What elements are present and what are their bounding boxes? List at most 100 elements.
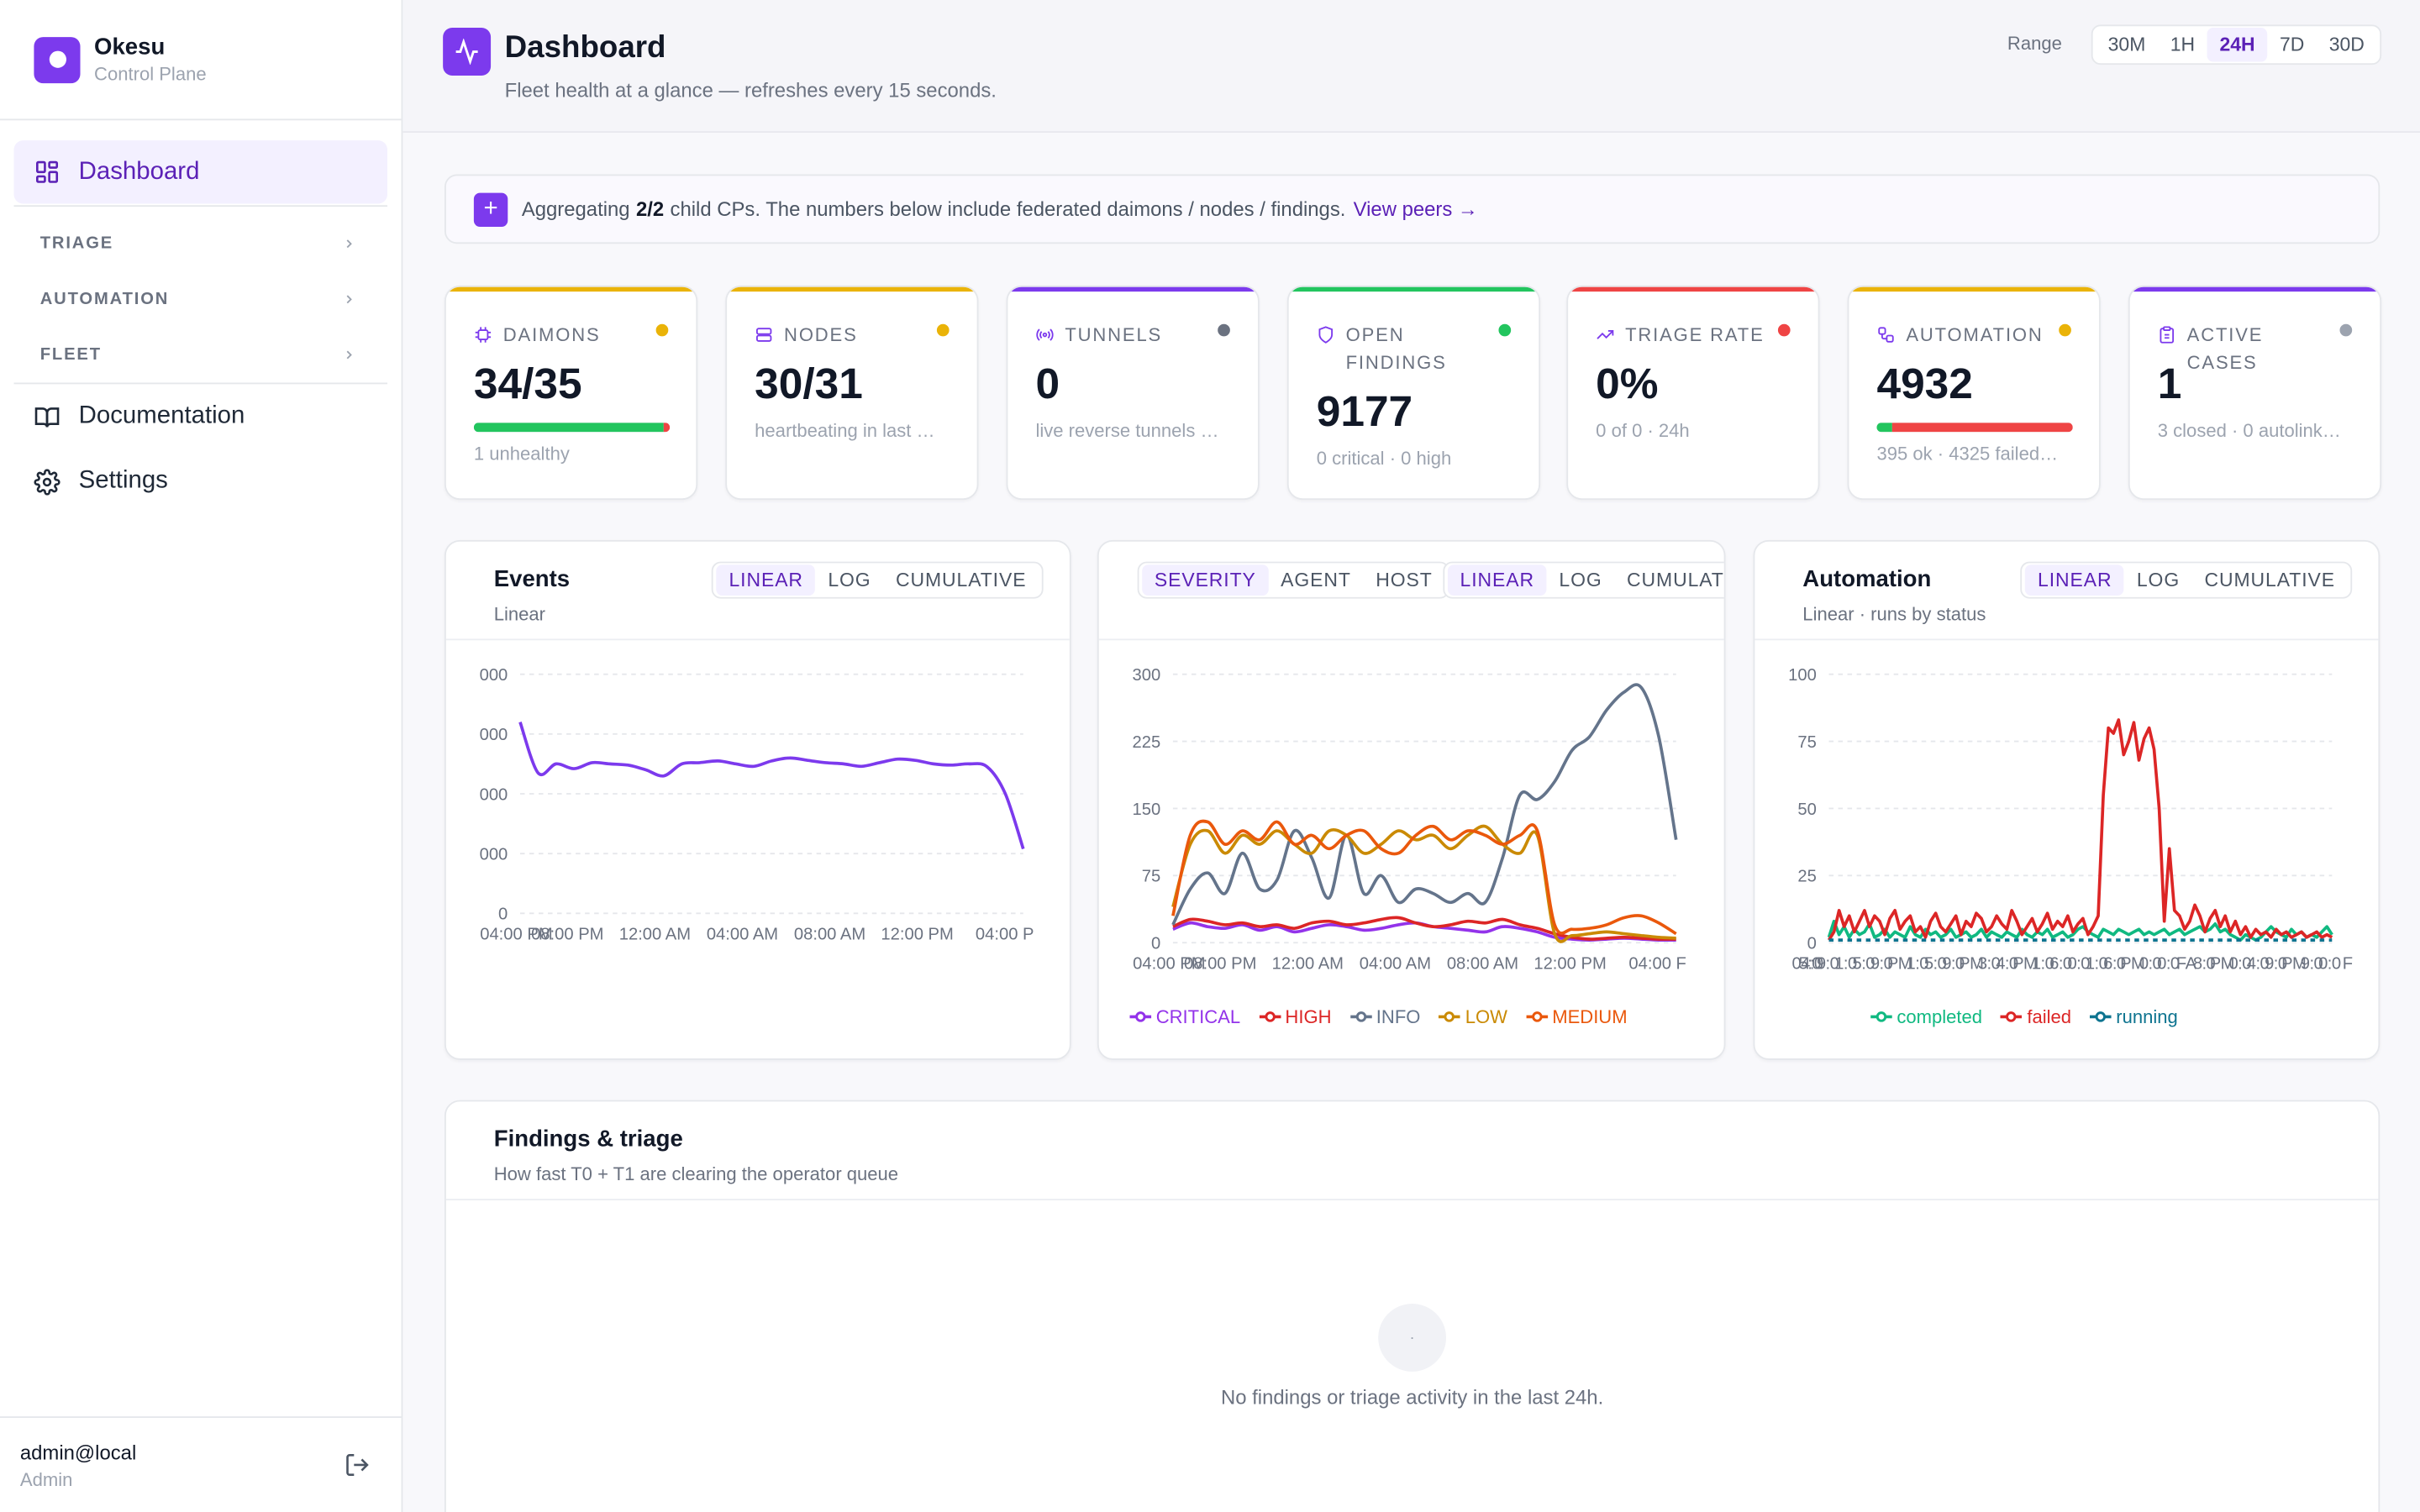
y-tick-label: 50 bbox=[1797, 801, 1816, 819]
scale-linear-button[interactable]: LINEAR bbox=[716, 564, 816, 596]
card-accent bbox=[1849, 286, 2099, 292]
status-dot bbox=[2339, 323, 2353, 337]
legend-marker-icon bbox=[1259, 1011, 1281, 1022]
legend-label: INFO bbox=[1376, 1005, 1421, 1028]
x-tick-label: 1:0 bbox=[2086, 954, 2108, 973]
automation-scale-toggle: LINEAR LOG CUMULATIVE bbox=[2020, 561, 2353, 599]
y-tick-label: 0 bbox=[498, 906, 508, 924]
legend-item-completed[interactable]: completed bbox=[1870, 1006, 1982, 1027]
legend-item-high[interactable]: HIGH bbox=[1259, 1006, 1332, 1027]
status-dot bbox=[655, 323, 669, 337]
banner-count: 2/2 bbox=[635, 197, 665, 221]
section-label: FLEET bbox=[39, 345, 102, 365]
sidebar-item-documentation[interactable]: Documentation bbox=[0, 384, 402, 449]
card-progress-bar bbox=[473, 423, 671, 433]
chevron-right-icon bbox=[346, 295, 352, 304]
sidebar-section-triage[interactable]: TRIAGE bbox=[0, 216, 402, 271]
card-sub: 0 of 0 · 24h bbox=[1596, 419, 1690, 442]
scale-cumulative-button[interactable]: CUMULATIVE bbox=[895, 569, 1027, 591]
sidebar-section-automation[interactable]: AUTOMATION bbox=[0, 271, 402, 327]
scale-linear-button[interactable]: LINEAR bbox=[1447, 564, 1547, 596]
group-agent-button[interactable]: AGENT bbox=[1281, 569, 1351, 591]
card-accent bbox=[1568, 286, 1818, 292]
card-sub: 1 unhealthy bbox=[473, 443, 570, 465]
range-7d-button[interactable]: 7D bbox=[2280, 34, 2305, 56]
range-30d-button[interactable]: 30D bbox=[2328, 34, 2365, 56]
range-24h-button[interactable]: 24H bbox=[2207, 28, 2268, 62]
range-30m-button[interactable]: 30M bbox=[2107, 34, 2146, 56]
status-dot bbox=[1777, 323, 1791, 337]
x-tick-label: 04:00 F bbox=[1628, 954, 1686, 973]
sidebar-item-settings[interactable]: Settings bbox=[0, 449, 402, 513]
card-label: TUNNELS bbox=[1035, 321, 1218, 349]
stat-card-daimons[interactable]: DAIMONS 34/35 1 unhealthy bbox=[444, 285, 698, 501]
card-label: TRIAGE RATE bbox=[1596, 321, 1778, 349]
x-tick-label: 6:0 bbox=[2049, 954, 2072, 973]
group-by-toggle: SEVERITY AGENT HOST bbox=[1137, 561, 1449, 599]
x-tick-label: 12:00 PM bbox=[1534, 954, 1606, 973]
legend-item-info[interactable]: INFO bbox=[1349, 1005, 1421, 1028]
findings-triage-title: Findings & triage bbox=[493, 1126, 683, 1153]
y-tick-label: 25 bbox=[1797, 868, 1816, 886]
x-tick-label: PM bbox=[2012, 954, 2037, 973]
x-tick-label: 12:00 PM bbox=[881, 926, 953, 944]
legend-item-failed[interactable]: failed bbox=[2001, 1005, 2072, 1028]
x-tick-label: 5:0 bbox=[1853, 954, 1876, 973]
legend-item-running[interactable]: running bbox=[2090, 1006, 2178, 1027]
events-panel: Events Linear LINEAR LOG CUMULATIVE 0 000… bbox=[444, 539, 1071, 1060]
x-tick-label: FA bbox=[2176, 954, 2197, 973]
sidebar-section-fleet[interactable]: FLEET bbox=[0, 327, 402, 382]
sidebar-item-dashboard[interactable]: Dashboard bbox=[13, 140, 388, 204]
view-peers-link[interactable]: View peers → bbox=[1353, 197, 1478, 221]
banner-prefix: Aggregating bbox=[521, 197, 630, 221]
status-dot bbox=[2059, 323, 2071, 337]
section-label: TRIAGE bbox=[39, 234, 114, 254]
card-label: NODES bbox=[755, 321, 937, 349]
series-line-low bbox=[1171, 824, 1676, 943]
scale-cumulative-button[interactable]: CUMULATIVE bbox=[1627, 569, 1724, 591]
page-title: Dashboard bbox=[504, 30, 666, 66]
x-tick-label: 08:00 PM bbox=[1184, 954, 1256, 973]
stat-card-automation[interactable]: AUTOMATION 4932 395 ok · 4325 failed… bbox=[1847, 285, 2101, 501]
y-tick-label: 000 bbox=[480, 726, 508, 744]
divider bbox=[13, 382, 388, 385]
brand[interactable]: Okesu Control Plane bbox=[0, 0, 402, 121]
automation-panel: Automation Linear · runs by status LINEA… bbox=[1753, 539, 2381, 1060]
trend-up-icon bbox=[1597, 330, 1614, 339]
y-tick-label: 000 bbox=[480, 846, 508, 864]
stat-card-active-cases[interactable]: ACTIVE CASES 1 3 closed · 0 autolink… bbox=[2128, 285, 2382, 501]
legend-label: failed bbox=[2027, 1005, 2072, 1028]
y-tick-label: 150 bbox=[1133, 801, 1161, 819]
legend-item-critical[interactable]: CRITICAL bbox=[1129, 1005, 1241, 1028]
group-severity-button[interactable]: SEVERITY bbox=[1142, 564, 1269, 596]
scale-linear-button[interactable]: LINEAR bbox=[2025, 564, 2125, 596]
x-tick-label: 9:0 bbox=[1942, 954, 1965, 973]
brand-name: Okesu bbox=[94, 34, 166, 60]
legend-item-medium[interactable]: MEDIUM bbox=[1525, 1006, 1628, 1027]
scale-log-button[interactable]: LOG bbox=[828, 569, 871, 591]
stat-card-open-findings[interactable]: OPEN FINDINGS 9177 0 critical · 0 high bbox=[1286, 285, 1541, 501]
brand-logo bbox=[34, 36, 81, 83]
automation-chart: 025507510004:05:09:01:05:09:0PM1:05:09:0… bbox=[1788, 666, 2353, 973]
card-value: 0 bbox=[1035, 359, 1060, 407]
stat-card-nodes[interactable]: NODES 30/31 heartbeating in last … bbox=[725, 285, 979, 501]
logout-icon[interactable] bbox=[345, 1452, 371, 1478]
automation-title: Automation bbox=[1802, 566, 1932, 593]
events-scale-toggle: LINEAR LOG CUMULATIVE bbox=[712, 561, 1044, 599]
scale-log-button[interactable]: LOG bbox=[1559, 569, 1602, 591]
range-label: Range bbox=[2007, 32, 2062, 55]
sidebar-item-label: Documentation bbox=[78, 402, 245, 429]
events-title: Events bbox=[493, 566, 571, 593]
scale-log-button[interactable]: LOG bbox=[2136, 569, 2181, 591]
x-tick-label: 6:0 bbox=[2103, 954, 2126, 973]
legend-label: CRITICAL bbox=[1155, 1005, 1241, 1028]
range-1h-button[interactable]: 1H bbox=[2170, 34, 2196, 56]
scale-cumulative-button[interactable]: CUMULATIVE bbox=[2204, 569, 2335, 591]
card-accent bbox=[727, 286, 977, 292]
group-host-button[interactable]: HOST bbox=[1376, 569, 1433, 591]
divider bbox=[13, 205, 388, 207]
stat-card-triage-rate[interactable]: TRIAGE RATE 0% 0 of 0 · 24h bbox=[1566, 285, 1820, 501]
stat-card-tunnels[interactable]: TUNNELS 0 live reverse tunnels … bbox=[1006, 285, 1260, 501]
legend-item-low[interactable]: LOW bbox=[1439, 1006, 1507, 1027]
